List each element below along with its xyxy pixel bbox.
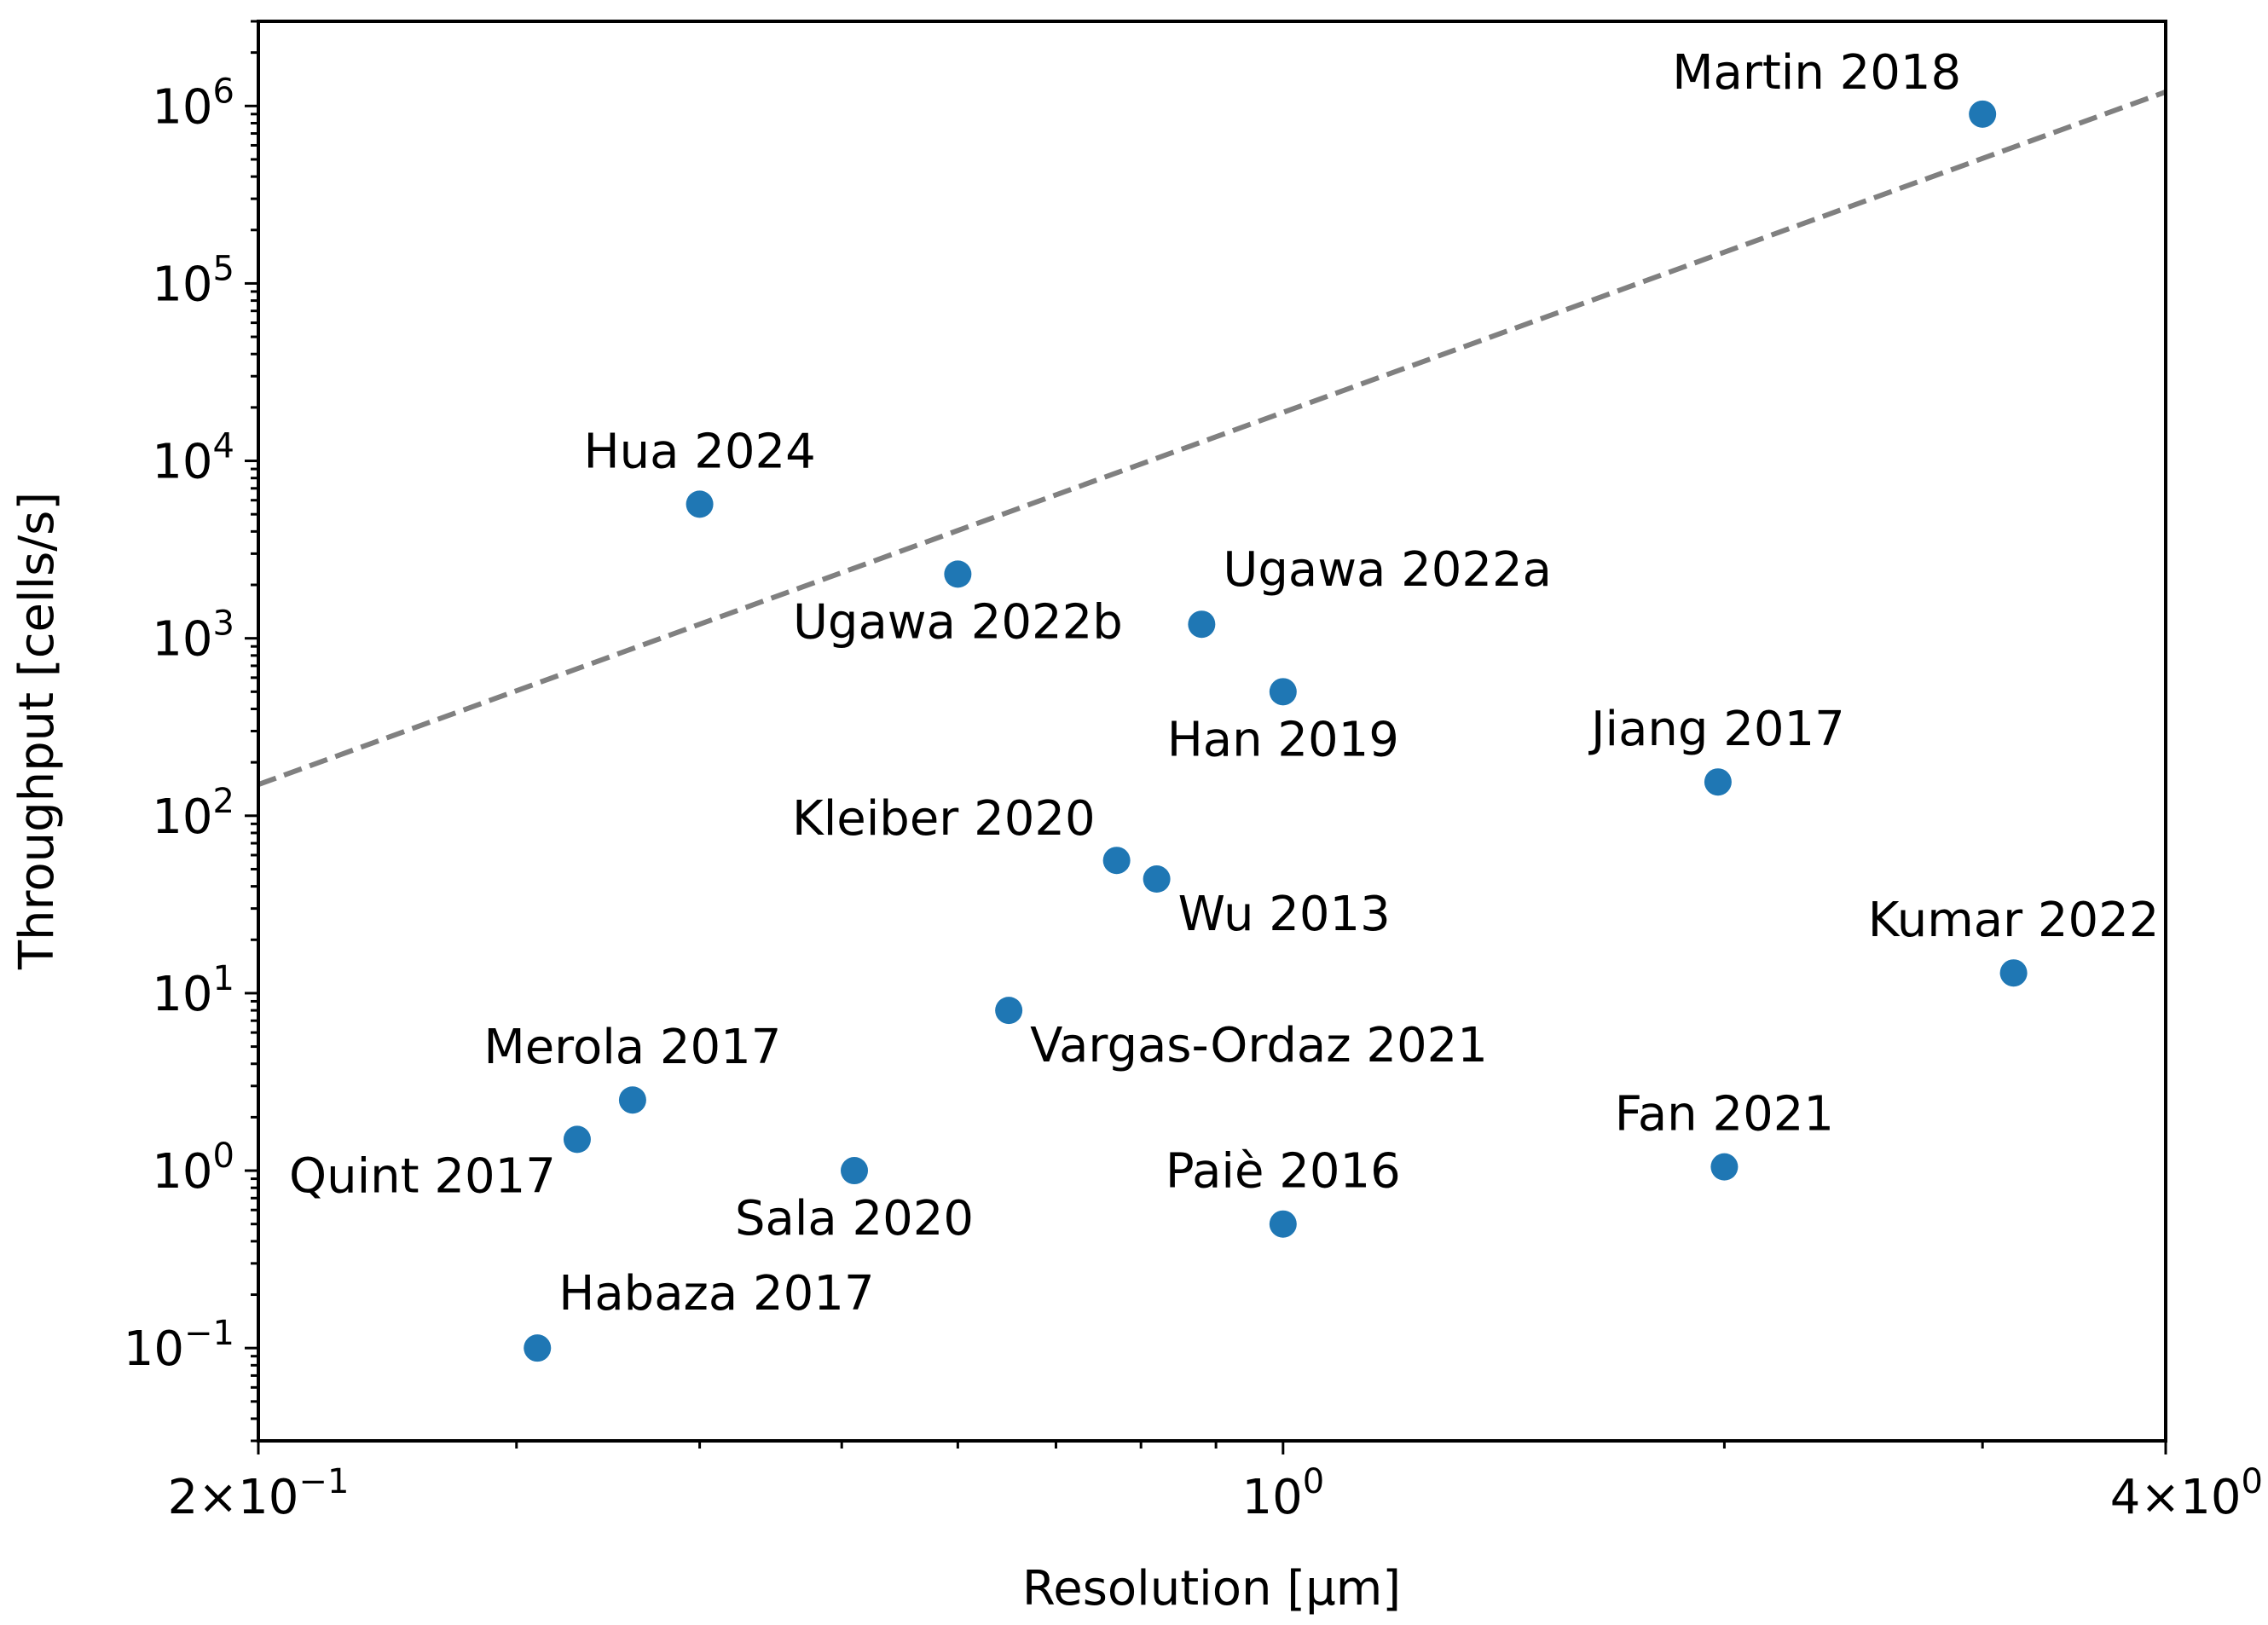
- data-point: [1269, 678, 1297, 706]
- y-axis-label: Throughput [cells/s]: [9, 492, 65, 970]
- y-tick-base: 10: [152, 967, 212, 1022]
- point-label: Habaza 2017: [558, 1266, 874, 1321]
- point-label: Han 2019: [1167, 712, 1399, 767]
- data-point: [1188, 610, 1216, 639]
- y-tick-base: 10: [152, 789, 212, 845]
- x-tick-exponent: 0: [2242, 1462, 2263, 1501]
- x-tick-exponent: 0: [1303, 1462, 1324, 1501]
- point-label: Ugawa 2022a: [1223, 542, 1552, 598]
- plot-frame: [257, 20, 2167, 1443]
- point-label: Kumar 2022: [1868, 893, 2160, 948]
- x-tick-exponent: −1: [298, 1462, 349, 1501]
- y-tick-base: 10: [152, 435, 212, 490]
- y-tick-label: 10−1: [124, 1314, 234, 1377]
- x-tick-mantissa: 2: [168, 1470, 199, 1525]
- point-label: Quint 2017: [289, 1148, 556, 1204]
- y-tick-exponent: 5: [213, 249, 234, 288]
- y-tick-label: 102: [152, 782, 234, 845]
- y-tick-label: 101: [152, 959, 234, 1022]
- data-point: [1710, 1153, 1739, 1181]
- y-tick-label: 100: [152, 1136, 234, 1200]
- data-point: [1704, 768, 1732, 796]
- data-point: [1269, 1210, 1297, 1238]
- x-tick-base: 10: [1241, 1470, 1302, 1525]
- data-point: [686, 490, 714, 518]
- trend-layer: [258, 90, 2166, 787]
- point-label: Ugawa 2022b: [793, 594, 1123, 650]
- point-label: Martin 2018: [1672, 45, 1961, 101]
- data-point: [1969, 100, 1997, 128]
- y-tick-exponent: 6: [213, 72, 234, 111]
- x-tick-times: ×: [2140, 1470, 2180, 1525]
- data-point: [618, 1086, 646, 1114]
- y-tick-exponent: 3: [213, 604, 234, 644]
- y-tick-base: 10: [152, 79, 212, 135]
- data-point: [1999, 959, 2028, 987]
- point-label: Sala 2020: [735, 1191, 974, 1246]
- x-tick-mantissa: 4: [2110, 1470, 2141, 1525]
- y-tick-base: 10: [152, 1144, 212, 1200]
- x-axis-label: Resolution [μm]: [1022, 1561, 1401, 1616]
- data-point: [563, 1125, 591, 1154]
- data-point: [841, 1157, 869, 1185]
- x-tick-label: 100: [1241, 1462, 1324, 1525]
- y-tick-base: 10: [152, 257, 212, 312]
- y-tick-label: 105: [152, 249, 234, 312]
- y-tick-base: 10: [124, 1321, 184, 1377]
- y-tick-exponent: 1: [213, 959, 234, 998]
- y-tick-exponent: 2: [213, 782, 234, 821]
- point-label: Merola 2017: [483, 1020, 781, 1075]
- x-tick-label: 4×100: [2110, 1462, 2263, 1525]
- data-point: [1102, 847, 1131, 875]
- labels-layer: Martin 2018 Hua 2024 Ugawa 2022b Ugawa 2022…: [289, 45, 2159, 1321]
- point-label: Kleiber 2020: [792, 791, 1096, 847]
- y-tick-label: 103: [152, 604, 234, 668]
- y-tick-exponent: 0: [213, 1136, 234, 1176]
- y-tick-base: 10: [152, 612, 212, 668]
- y-tick-label: 106: [152, 72, 234, 135]
- data-point: [1143, 865, 1171, 893]
- point-label: Paiè 2016: [1166, 1144, 1401, 1200]
- data-point: [944, 560, 972, 588]
- y-tick-exponent: 4: [213, 427, 234, 466]
- x-tick-times: ×: [198, 1470, 238, 1525]
- x-tick-base: 10: [238, 1470, 298, 1525]
- point-label: Hua 2024: [583, 424, 815, 479]
- trend-line: [258, 90, 2166, 787]
- data-point: [995, 997, 1023, 1025]
- points-layer: [524, 100, 2028, 1362]
- point-label: Vargas-Ordaz 2021: [1030, 1018, 1488, 1073]
- data-point: [524, 1334, 552, 1362]
- y-tick-exponent: −1: [184, 1314, 234, 1353]
- x-tick-label: 2×10−1: [168, 1462, 350, 1525]
- y-tick-label: 104: [152, 427, 234, 490]
- x-tick-base: 10: [2180, 1470, 2241, 1525]
- point-label: Wu 2013: [1178, 887, 1391, 942]
- point-label: Jiang 2017: [1588, 702, 1845, 757]
- point-label: Fan 2021: [1615, 1087, 1834, 1142]
